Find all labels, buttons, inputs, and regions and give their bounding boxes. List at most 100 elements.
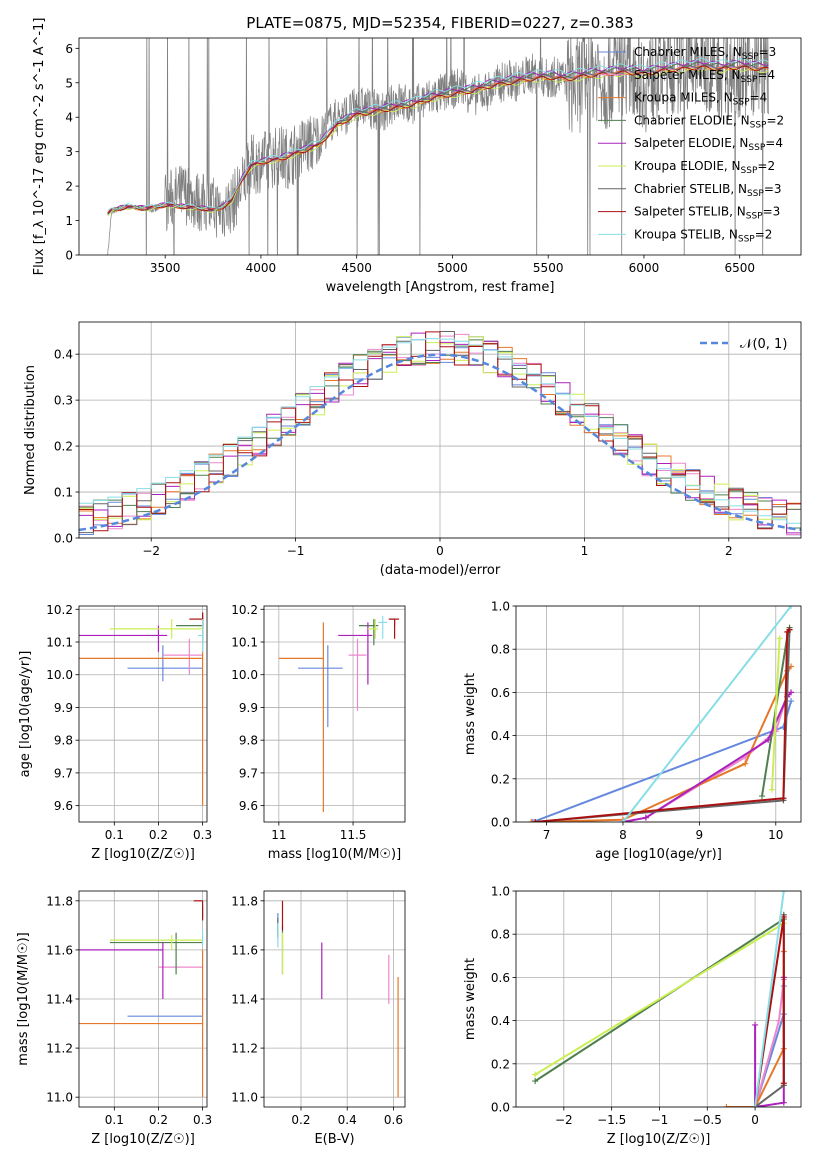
- x-axis-label: wavelength [Angstrom, rest frame]: [326, 280, 555, 295]
- y-tick-label: 11.6: [46, 943, 73, 957]
- x-tick-label: 6500: [724, 261, 755, 275]
- x-tick-label: −1: [287, 544, 305, 558]
- x-tick-label: 4000: [246, 261, 277, 275]
- mass-weight-marker: [776, 1017, 783, 1024]
- legend-label: Salpeter MILES, NSSP=4: [634, 68, 775, 85]
- y-tick-label: 0.2: [54, 440, 73, 454]
- mass-weight-vs-age-panel: 7 8 9 10 0.0 0.2 0.4 0.6 0.8 1.0 age [log10(age/yr…: [463, 600, 802, 862]
- y-tick-label: 1.0: [491, 600, 510, 614]
- subscript: SSP: [741, 166, 758, 176]
- axes-frame: [515, 890, 802, 1108]
- y-tick-label: 0: [65, 249, 73, 263]
- legend-value: =3: [764, 182, 782, 196]
- mass-weight-line: [771, 638, 781, 790]
- plot-area: [79, 900, 204, 1098]
- subscript: SSP: [746, 212, 763, 222]
- y-tick-label: 10.0: [231, 668, 258, 682]
- mass-weight-line: [534, 922, 785, 1076]
- y-tick-label: 9.9: [54, 701, 73, 715]
- subscript: SSP: [750, 120, 767, 130]
- y-tick-label: 0.2: [491, 1057, 510, 1071]
- x-axis-label: Z [log10(Z/Z☉)]: [91, 847, 195, 862]
- mass-weight-marker: [619, 819, 626, 822]
- mass-vs-extinction-panel: 0.2 0.4 0.6 11.0 11.2 11.4 11.6 11.8 E(B-V): [231, 890, 406, 1147]
- mass-weight-line: [754, 891, 785, 1107]
- legend-value: =2: [755, 227, 773, 241]
- mass-weight-line: [622, 606, 792, 822]
- y-tick-label: 11.6: [231, 943, 258, 957]
- legend-label: Salpeter STELIB, NSSP=3: [634, 205, 780, 222]
- y-tick-label: 0.4: [491, 729, 510, 743]
- axes-frame: [263, 890, 406, 1108]
- x-tick-label: −0.5: [693, 1113, 722, 1127]
- y-tick-label: 0.8: [491, 928, 510, 942]
- y-tick-label: 0.1: [54, 486, 73, 500]
- legend-value: =4: [750, 91, 768, 105]
- mass-weight-marker: [532, 819, 539, 822]
- legend-label: Kroupa ELODIE, NSSP=2: [634, 159, 775, 176]
- y-tick-label: 0.0: [54, 532, 73, 546]
- subscript: SSP: [733, 98, 750, 108]
- mass-weight-marker: [780, 913, 787, 920]
- legend-value: =2: [757, 159, 775, 173]
- mass-weight-marker: [780, 891, 787, 894]
- mass-vs-metallicity-panel: 0.1 0.2 0.3 11.0 11.2 11.4 11.6 11.8 Z [log10(Z/…: [16, 890, 212, 1147]
- mass-weight-vs-metallicity-panel: −2 −1.5 −1 −0.5 0 0.0 0.2 0.4 0.6 0.8 1.0 Z [log10(…: [463, 885, 802, 1147]
- spectrum-title: PLATE=0875, MJD=52354, FIBERID=0227, z=0…: [246, 14, 633, 32]
- axes-frame: [515, 605, 802, 823]
- x-tick-label: 0.3: [193, 828, 212, 842]
- mass-weight-marker: [776, 635, 783, 642]
- x-tick-label: −2: [142, 544, 160, 558]
- legend-label: Salpeter ELODIE, NSSP=4: [634, 136, 783, 153]
- histogram-step: [79, 338, 801, 524]
- x-axis-label: age [log10(age/yr)]: [595, 847, 722, 862]
- x-tick-label: 0.2: [149, 1113, 168, 1127]
- axes-frame: [78, 605, 208, 823]
- subscript: SSP: [748, 143, 765, 153]
- x-tick-label: 11: [271, 828, 286, 842]
- y-tick-label: 9.6: [54, 799, 73, 813]
- axes-frame: [78, 37, 802, 256]
- mass-weight-marker: [532, 1071, 539, 1078]
- subscript: SSP: [747, 189, 764, 199]
- x-axis-label: E(B-V): [314, 1132, 354, 1147]
- y-tick-label: 11.0: [46, 1091, 73, 1105]
- y-tick-label: 10.0: [46, 668, 73, 682]
- subscript: SSP: [742, 52, 759, 62]
- axes-frame: [78, 321, 802, 539]
- y-tick-label: 11.8: [231, 894, 258, 908]
- y-tick-label: 0.2: [491, 772, 510, 786]
- mass-weight-marker: [752, 1104, 759, 1107]
- y-axis-label: Flux [f_λ 10^-17 erg cm^-2 s^-1 A^-1]: [32, 18, 47, 276]
- mass-weight-marker: [765, 736, 772, 743]
- x-tick-label: 6000: [629, 261, 660, 275]
- axes-frame: [263, 605, 406, 823]
- y-tick-label: 0.4: [54, 348, 73, 362]
- subscript: SSP: [741, 75, 758, 85]
- y-tick-label: 11.4: [46, 993, 73, 1007]
- mass-weight-marker: [780, 1099, 787, 1106]
- y-tick-label: 11.0: [231, 1091, 258, 1105]
- y-tick-label: 2: [65, 180, 73, 194]
- y-tick-label: 11.8: [46, 894, 73, 908]
- x-tick-label: 0.3: [193, 1113, 212, 1127]
- mass-weight-line: [535, 629, 791, 822]
- y-tick-label: 9.9: [239, 701, 258, 715]
- normal-reference-curve: [79, 353, 801, 532]
- y-tick-label: 5: [65, 76, 73, 90]
- y-tick-label: 6: [65, 42, 73, 56]
- y-axis-label: Normed distribution: [23, 365, 38, 495]
- y-tick-label: 10.1: [231, 636, 258, 650]
- y-tick-label: 4: [65, 111, 73, 125]
- x-tick-label: −2: [555, 1113, 573, 1127]
- y-axis-label: age [log10(age/yr)]: [18, 651, 33, 778]
- y-tick-label: 11.2: [46, 1042, 73, 1056]
- legend-value: =3: [763, 205, 781, 219]
- mass-weight-marker: [742, 760, 749, 767]
- legend-value: =4: [757, 68, 775, 82]
- mass-weight-marker: [780, 795, 787, 802]
- x-tick-label: −1: [651, 1113, 669, 1127]
- mass-weight-marker: [788, 606, 795, 609]
- y-tick-label: 9.8: [54, 734, 73, 748]
